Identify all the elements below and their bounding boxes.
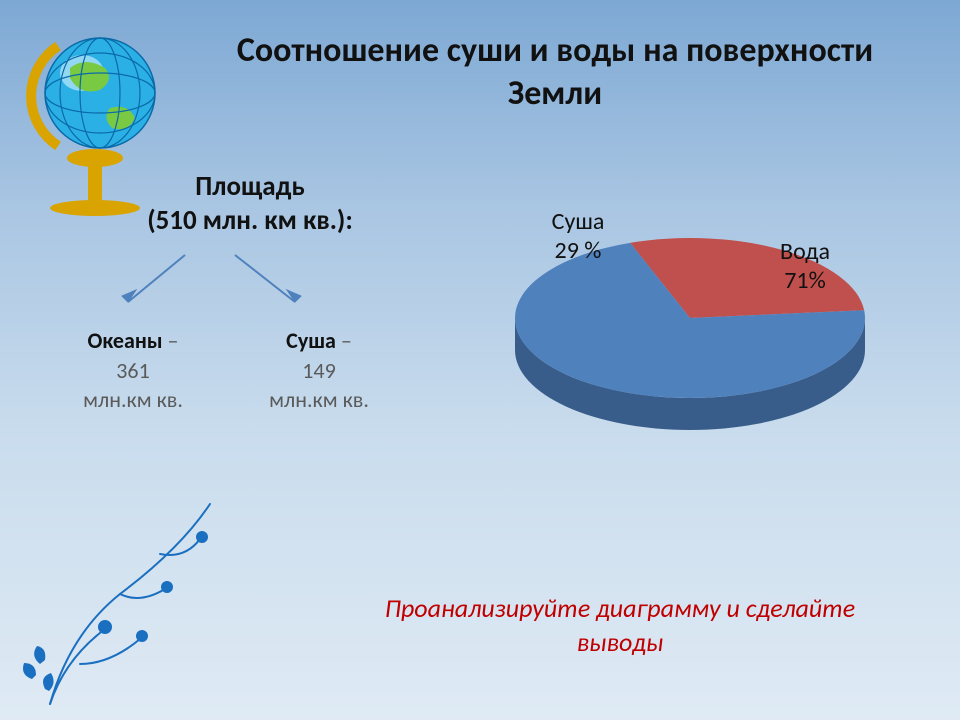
subtitle-line2: (510 млн. км кв.): bbox=[147, 204, 353, 237]
pie-chart: Суша 29 % Вода 71% bbox=[490, 218, 890, 438]
arrow-left-icon bbox=[100, 250, 200, 320]
stat-land: Суша – 149 млн.км кв. bbox=[234, 326, 404, 415]
stat-land-value: 149 bbox=[302, 357, 335, 384]
pie-label-water-pct: 71% bbox=[784, 266, 825, 295]
stat-land-name: Суша bbox=[286, 327, 336, 354]
pie-label-land: Суша 29 % bbox=[523, 208, 633, 266]
stat-oceans: Океаны – 361 млн.км кв. bbox=[48, 326, 218, 415]
ornament-icon bbox=[10, 464, 220, 714]
area-subtitle: Площадь (510 млн. км кв.): bbox=[80, 170, 420, 238]
pie-label-land-name: Суша bbox=[552, 207, 605, 236]
stat-oceans-value: 361 bbox=[116, 357, 149, 384]
stat-oceans-name: Океаны bbox=[88, 327, 163, 354]
pie-label-water-name: Вода bbox=[780, 237, 830, 266]
arrow-right-icon bbox=[225, 250, 325, 320]
stat-oceans-unit: млн.км кв. bbox=[83, 386, 183, 413]
stat-land-unit: млн.км кв. bbox=[269, 386, 369, 413]
slide-title: Соотношение суши и воды на поверхности З… bbox=[210, 30, 900, 115]
subtitle-line1: Площадь bbox=[195, 170, 304, 203]
pie-label-water: Вода 71% bbox=[750, 238, 860, 296]
pie-label-land-pct: 29 % bbox=[555, 236, 602, 265]
footer-prompt: Проанализируйте диаграмму и сделайте выв… bbox=[350, 592, 890, 660]
